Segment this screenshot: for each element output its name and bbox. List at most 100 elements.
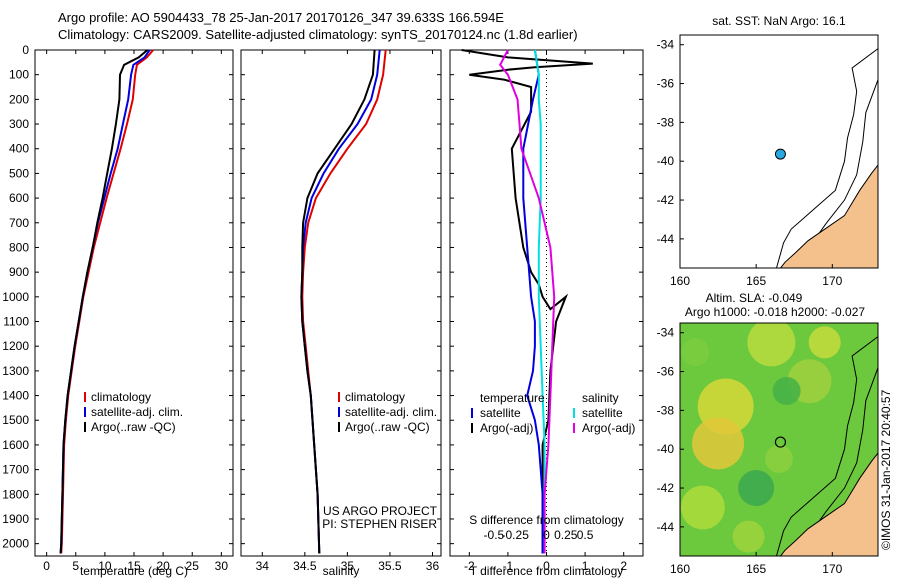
depth-tick-label: 1700: [2, 463, 29, 477]
depth-tick-label: 500: [9, 166, 29, 180]
map-frame: [679, 34, 879, 269]
x-tick-label: -1: [503, 559, 514, 573]
sla-title: Altim. SLA: -0.049: [706, 291, 803, 305]
x-tick-label: 34: [256, 559, 270, 573]
imos-timestamp: ©IMOS 31-Jan-2017 20:40:57: [879, 389, 893, 550]
profile-panel-3: -2 -1 0 1 2T difference from climatology S di…: [449, 49, 644, 578]
x-tick-label: 0: [543, 559, 550, 573]
land-mass: [779, 164, 878, 268]
x-tick-label: 2: [620, 559, 627, 573]
depth-tick-label: 1000: [2, 290, 29, 304]
legend-label: Argo(-adj): [582, 421, 635, 435]
lat-tick-label: -44: [657, 520, 675, 534]
depth-tick-label: 300: [9, 117, 29, 131]
x-tick-label: 5: [72, 559, 79, 573]
bathymetry-contour: [775, 48, 878, 268]
legend-label: climatology: [345, 390, 405, 404]
series-sat_sal: [533, 49, 546, 554]
map-frame: [679, 322, 879, 557]
lat-tick-label: -42: [657, 481, 675, 495]
legend-label: satellite: [480, 406, 521, 420]
x-axis-label: salinity: [323, 564, 360, 578]
depth-tick-label: 1500: [2, 413, 29, 427]
lat-tick-label: -38: [657, 403, 675, 417]
legend-label: satellite-adj. clim.: [91, 405, 183, 419]
depth-tick-label: 400: [9, 142, 29, 156]
legend-label: Argo(..raw -QC): [91, 420, 176, 434]
sla-anomaly-patch: [681, 338, 710, 367]
depth-tick-label: 100: [9, 68, 29, 82]
legend-label: Argo(-adj): [480, 421, 533, 435]
sst-title: sat. SST: NaN Argo: 16.1: [712, 14, 846, 28]
x-tick-label: 25: [186, 559, 200, 573]
top-tick-label: -0.25: [502, 528, 530, 542]
x-tick-label: 20: [156, 559, 170, 573]
sla-anomaly-patch: [692, 417, 745, 470]
top-axis-label: S difference from climatology: [469, 513, 624, 527]
top-tick-label: 0: [543, 528, 550, 542]
depth-tick-label: 800: [9, 240, 29, 254]
lat-tick-label: -34: [657, 38, 675, 52]
lat-tick-label: -42: [657, 193, 675, 207]
depth-tick-label: 1400: [2, 389, 29, 403]
depth-tick-label: 200: [9, 92, 29, 106]
x-axis-label: T difference from climatology: [470, 564, 624, 578]
x-tick-label: -2: [464, 559, 475, 573]
depth-tick-label: 0: [22, 43, 29, 57]
sla-anomaly-patch: [732, 520, 765, 553]
project-annotation: PI: STEPHEN RISER: [322, 517, 437, 531]
top-tick-label: 0.5: [577, 528, 594, 542]
x-tick-label: 35: [341, 559, 355, 573]
x-axis-label: temperature (deg C): [80, 564, 188, 578]
x-tick-label: 34.5: [293, 559, 317, 573]
profile-panel-2: 34 34.5 35 35.5 36 salinity climatologysatelli…: [240, 49, 442, 578]
lat-tick-label: -40: [657, 154, 675, 168]
profile-panel-1: 0 5 10 15 20 25 30 temperature (deg C) climatolo…: [34, 49, 234, 578]
x-tick-label: 1: [582, 559, 589, 573]
sla-map: -34 -36 -38 -40 -42 -44 160 165 170: [657, 322, 879, 576]
bathymetry-contour: [775, 336, 878, 556]
depth-tick-label: 1900: [2, 512, 29, 526]
depth-tick-label: 900: [9, 265, 29, 279]
sla-anomaly-patch: [765, 444, 793, 473]
lat-tick-label: -34: [657, 326, 675, 340]
legend-heading: temperature: [480, 391, 545, 405]
series-argo_temp: [461, 49, 593, 554]
argo-location-marker: [774, 436, 787, 448]
depth-tick-label: 2000: [2, 537, 29, 551]
lat-tick-label: -36: [657, 365, 675, 379]
project-annotation: US ARGO PROJECT: [323, 504, 438, 518]
series-argo: [300, 49, 376, 554]
lon-tick-label: 165: [746, 274, 766, 288]
legend-label: satellite-adj. clim.: [345, 405, 437, 419]
lat-tick-label: -36: [657, 77, 675, 91]
legend-label: Argo(..raw -QC): [345, 420, 430, 434]
climatology-title: Climatology: CARS2009. Satellite-adjuste…: [58, 27, 578, 42]
lat-tick-label: -40: [657, 442, 675, 456]
lon-tick-label: 160: [670, 274, 690, 288]
profile-title: Argo profile: AO 5904433_78 25-Jan-2017 …: [58, 10, 504, 25]
lon-tick-label: 165: [746, 562, 766, 576]
lon-tick-label: 160: [670, 562, 690, 576]
depth-tick-label: 1800: [2, 487, 29, 501]
x-tick-label: 30: [215, 559, 229, 573]
depth-tick-label: 1100: [3, 315, 29, 329]
sla-anomaly-patch: [747, 323, 796, 367]
lat-tick-label: -44: [657, 232, 675, 246]
x-tick-label: 10: [98, 559, 112, 573]
sla-anomaly-patch: [680, 485, 725, 530]
sst-map: -34 -36 -38 -40 -42 -44 160 165 170: [657, 34, 879, 288]
series-sat_temp: [522, 49, 544, 554]
sla-anomaly-patch: [738, 470, 775, 507]
map-content: [680, 323, 878, 556]
lat-tick-label: -38: [657, 115, 675, 129]
series-argo: [59, 49, 149, 554]
lon-tick-label: 170: [822, 562, 842, 576]
legend-label: climatology: [91, 390, 151, 404]
panel-frame: [240, 49, 442, 557]
x-tick-label: 0: [43, 559, 50, 573]
series-argo_sal: [499, 49, 556, 554]
sla-anomaly-patch: [808, 326, 841, 359]
x-tick-label: 36: [426, 559, 440, 573]
